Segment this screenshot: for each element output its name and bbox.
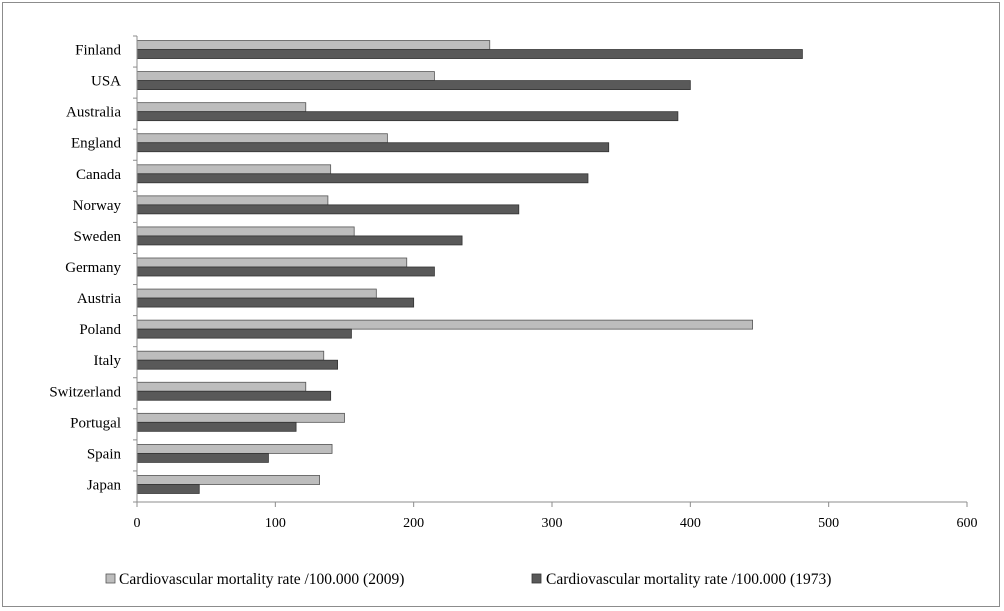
bar-2009-austria xyxy=(136,288,377,299)
category-label: Finland xyxy=(75,43,121,59)
legend: Cardiovascular mortality rate /100.000 (… xyxy=(105,571,831,588)
category-label: Australia xyxy=(66,105,121,121)
category-label: USA xyxy=(91,74,121,90)
bar-1973-poland xyxy=(136,328,352,339)
bar-1973-england xyxy=(136,142,610,153)
category-label: Canada xyxy=(76,167,121,183)
x-tick-label: 200 xyxy=(403,516,424,531)
bar-1973-switzerland xyxy=(136,390,332,401)
bar-1973-finland xyxy=(136,49,803,59)
legend-label-1973: Cardiovascular mortality rate /100.000 (… xyxy=(546,571,831,588)
bar-2009-canada xyxy=(136,164,332,175)
category-label: Switzerland xyxy=(49,384,121,400)
category-label: Austria xyxy=(77,291,122,307)
bar-1973-germany xyxy=(136,266,435,277)
bar-2009-switzerland xyxy=(136,381,307,392)
category-label: Italy xyxy=(94,353,122,369)
bar-2009-italy xyxy=(136,350,325,361)
bar-2009-poland xyxy=(136,319,753,330)
x-tick-label: 500 xyxy=(818,516,839,531)
category-label: Poland xyxy=(79,322,121,338)
category-label: England xyxy=(71,136,121,152)
category-label: Spain xyxy=(87,446,122,462)
bar-2009-usa xyxy=(136,71,435,81)
plot-area: Finland USA Australia England Canada Norway Sw… xyxy=(49,35,978,531)
bar-2009-japan xyxy=(136,475,321,485)
bar-1973-austria xyxy=(136,297,415,308)
bar-1973-spain xyxy=(136,452,269,463)
bar-2009-australia xyxy=(136,102,307,113)
x-tick-label: 600 xyxy=(957,516,978,531)
legend-swatch-2009 xyxy=(105,573,116,584)
legend-swatch-1973 xyxy=(531,573,542,584)
bar-2009-sweden xyxy=(136,226,355,237)
bar-1973-portugal xyxy=(136,421,297,432)
bar-2009-norway xyxy=(136,195,329,206)
category-label: Norway xyxy=(73,198,122,214)
x-tick-label: 100 xyxy=(265,516,286,531)
bar-2009-england xyxy=(136,133,388,144)
bar-1973-norway xyxy=(136,204,520,215)
x-tick-label: 400 xyxy=(680,516,701,531)
x-tick-label: 300 xyxy=(542,516,563,531)
bar-1973-australia xyxy=(136,111,679,122)
category-label: Portugal xyxy=(70,415,121,431)
x-tick-label: 0 xyxy=(134,516,141,531)
bar-1973-canada xyxy=(136,173,589,184)
bar-1973-japan xyxy=(136,484,200,494)
bar-1973-italy xyxy=(136,359,338,370)
legend-label-2009: Cardiovascular mortality rate /100.000 (… xyxy=(119,571,404,588)
bar-1973-sweden xyxy=(136,235,463,246)
bar-2009-spain xyxy=(136,443,333,454)
bar-2009-finland xyxy=(136,40,491,50)
bar-1973-usa xyxy=(136,80,691,90)
category-label: Sweden xyxy=(74,229,122,245)
bar-2009-germany xyxy=(136,257,408,268)
category-label: Japan xyxy=(87,477,122,493)
category-label: Germany xyxy=(65,260,121,276)
bar-2009-portugal xyxy=(136,412,345,423)
